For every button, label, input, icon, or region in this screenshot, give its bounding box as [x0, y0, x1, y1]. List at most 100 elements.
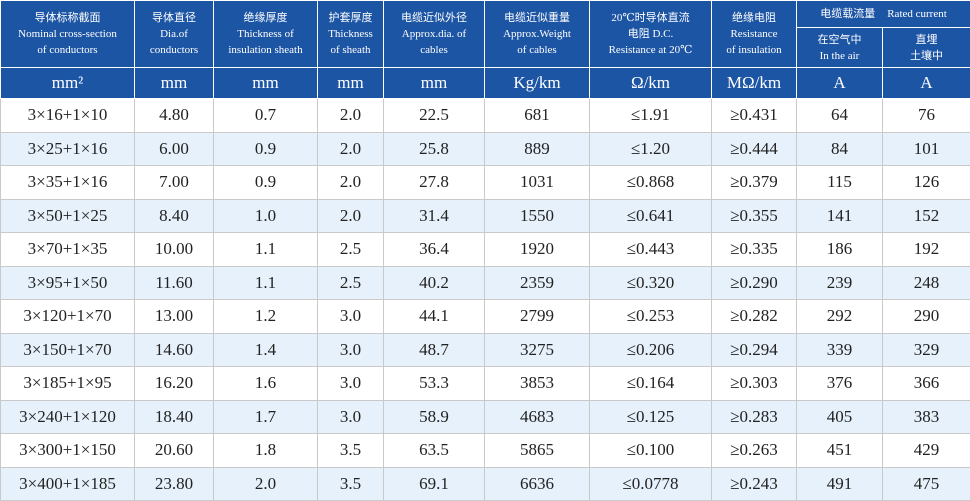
header-line: insulation sheath: [214, 42, 317, 58]
header-line: 绝缘厚度: [214, 10, 317, 26]
data-cell: ≥0.290: [712, 266, 797, 300]
data-cell: 1.0: [214, 199, 318, 233]
header-line: 导体标称截面: [1, 10, 134, 26]
data-cell: ≤0.206: [590, 333, 712, 367]
header-line: In the air: [797, 48, 882, 64]
data-cell: 25.8: [384, 132, 485, 166]
unit-cell: mm: [384, 68, 485, 99]
data-cell: 3×25+1×16: [1, 132, 135, 166]
data-cell: 3×150+1×70: [1, 333, 135, 367]
data-cell: ≤1.20: [590, 132, 712, 166]
unit-cell: MΩ/km: [712, 68, 797, 99]
header-line: cables: [384, 42, 484, 58]
data-cell: ≤0.253: [590, 300, 712, 334]
data-cell: 141: [797, 199, 883, 233]
header-line: 电缆近似外径: [384, 10, 484, 26]
data-cell: 681: [485, 99, 590, 133]
data-cell: 22.5: [384, 99, 485, 133]
data-cell: ≥0.444: [712, 132, 797, 166]
data-cell: 16.20: [135, 367, 214, 401]
data-cell: 2.5: [318, 233, 384, 267]
data-cell: 10.00: [135, 233, 214, 267]
unit-cell: mm: [318, 68, 384, 99]
data-cell: 0.9: [214, 166, 318, 200]
data-cell: ≤0.125: [590, 400, 712, 434]
header-line: Resistance at 20℃: [590, 42, 711, 58]
data-cell: 451: [797, 434, 883, 468]
data-cell: 36.4: [384, 233, 485, 267]
header-line: 护套厚度: [318, 10, 383, 26]
header-line: 直埋: [883, 32, 970, 48]
data-cell: 69.1: [384, 467, 485, 501]
data-cell: 76: [883, 99, 970, 133]
data-cell: 192: [883, 233, 970, 267]
data-cell: 3.5: [318, 434, 384, 468]
header-line: of cables: [485, 42, 589, 58]
header-line: 电缆载流量: [820, 8, 875, 20]
data-cell: 329: [883, 333, 970, 367]
data-cell: 3×95+1×50: [1, 266, 135, 300]
header-line: Thickness of: [214, 26, 317, 42]
data-cell: 14.60: [135, 333, 214, 367]
header-line: Dia.of: [135, 26, 213, 42]
data-cell: 48.7: [384, 333, 485, 367]
data-cell: 58.9: [384, 400, 485, 434]
data-cell: 7.00: [135, 166, 214, 200]
data-cell: ≥0.303: [712, 367, 797, 401]
data-cell: 115: [797, 166, 883, 200]
data-cell: 3×120+1×70: [1, 300, 135, 334]
data-cell: 40.2: [384, 266, 485, 300]
data-cell: 186: [797, 233, 883, 267]
column-header: 直埋土壤中: [883, 28, 970, 68]
data-cell: 3×35+1×16: [1, 166, 135, 200]
header-line: of conductors: [1, 42, 134, 58]
column-header: 20℃时导体直流电阻 D.C.Resistance at 20℃: [590, 1, 712, 68]
header-line: 电阻 D.C.: [590, 26, 711, 42]
data-cell: ≤0.0778: [590, 467, 712, 501]
data-cell: 383: [883, 400, 970, 434]
unit-cell: Kg/km: [485, 68, 590, 99]
data-cell: 889: [485, 132, 590, 166]
header-line: 土壤中: [883, 48, 970, 64]
header-line: 电缆近似重量: [485, 10, 589, 26]
header-line: Approx.dia. of: [384, 26, 484, 42]
data-cell: 4.80: [135, 99, 214, 133]
data-cell: ≤0.641: [590, 199, 712, 233]
data-cell: ≥0.243: [712, 467, 797, 501]
data-cell: ≤0.164: [590, 367, 712, 401]
data-cell: 1.4: [214, 333, 318, 367]
header-line: 20℃时导体直流: [590, 10, 711, 26]
data-cell: 3.0: [318, 300, 384, 334]
data-cell: ≥0.335: [712, 233, 797, 267]
data-cell: 0.7: [214, 99, 318, 133]
data-cell: 6.00: [135, 132, 214, 166]
data-cell: 18.40: [135, 400, 214, 434]
data-cell: 239: [797, 266, 883, 300]
data-cell: ≥0.294: [712, 333, 797, 367]
data-cell: 475: [883, 467, 970, 501]
data-cell: 101: [883, 132, 970, 166]
data-cell: 3×70+1×35: [1, 233, 135, 267]
data-cell: 3275: [485, 333, 590, 367]
data-cell: 64: [797, 99, 883, 133]
data-cell: 1.1: [214, 233, 318, 267]
data-cell: ≤0.320: [590, 266, 712, 300]
data-cell: 5865: [485, 434, 590, 468]
data-cell: 1.6: [214, 367, 318, 401]
